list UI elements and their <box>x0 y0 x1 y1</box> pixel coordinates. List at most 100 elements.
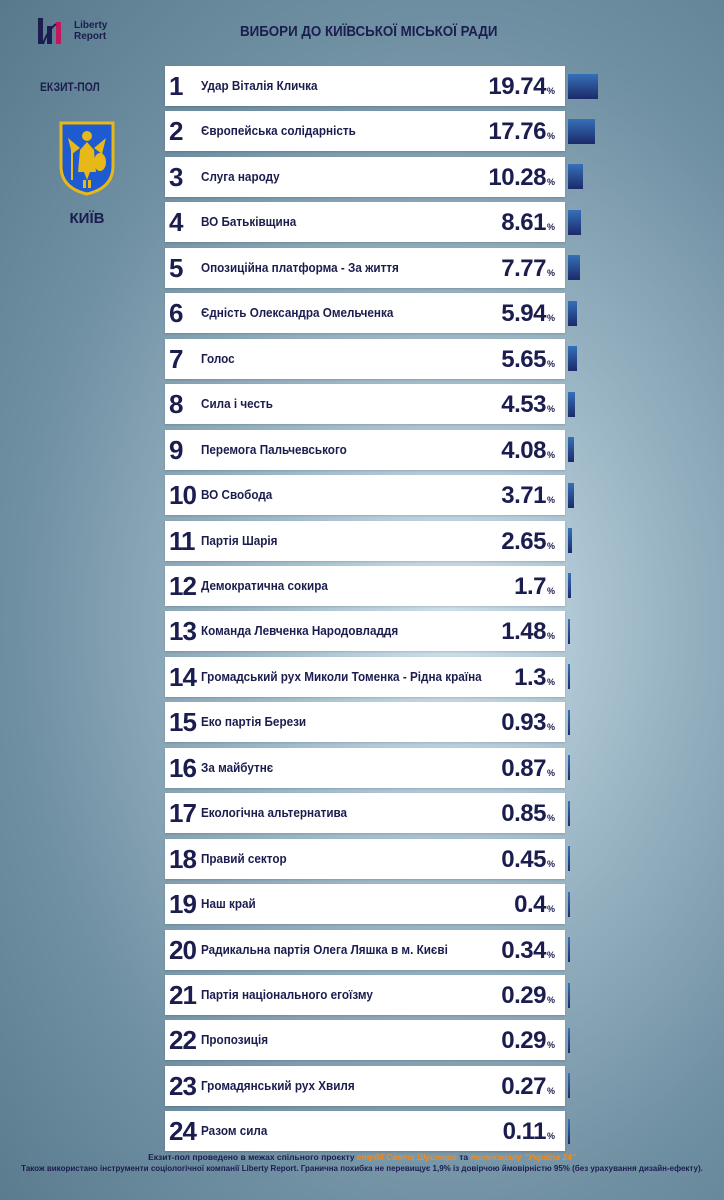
value-label: 2.65 <box>501 527 546 555</box>
rank-label: 23 <box>169 1070 197 1101</box>
rank-label: 8 <box>169 389 183 420</box>
value-bar <box>568 1118 570 1144</box>
value-label-group: 0.29% <box>501 975 555 1015</box>
result-row: 23 Громадянський рух Хвиля 0.27% <box>165 1065 565 1106</box>
result-row: 17 Екологічна альтернатива 0.85% <box>165 793 565 834</box>
result-row: 5 Опозиційна платформа - За життя 7.77% <box>165 247 565 288</box>
value-bar <box>568 937 570 963</box>
value-bar <box>568 982 570 1008</box>
rank-label: 4 <box>169 207 183 238</box>
value-label: 5.65 <box>501 345 546 373</box>
footer-line-2: Також використано інструменти соціологіч… <box>21 1164 703 1173</box>
value-bar <box>568 618 571 644</box>
value-label: 1.48 <box>501 618 546 646</box>
rank-label: 22 <box>169 1025 197 1056</box>
result-row: 12 Демократична сокира 1.7% <box>165 565 565 606</box>
value-label: 1.7 <box>514 572 546 600</box>
rank-label: 12 <box>169 570 197 601</box>
value-label: 0.29 <box>501 1027 546 1055</box>
result-row: 11 Партія Шарія 2.65% <box>165 520 565 561</box>
party-name: Демократична сокира <box>201 577 328 593</box>
percent-sign: % <box>546 404 555 415</box>
party-name: Перемога Пальчевського <box>201 441 347 457</box>
percent-sign: % <box>546 1040 555 1051</box>
rank-label: 17 <box>169 798 197 829</box>
value-label: 19.74 <box>488 73 546 100</box>
percent-sign: % <box>546 222 555 233</box>
party-name: Європейська солідарність <box>201 123 356 139</box>
value-label: 1.3 <box>514 663 546 691</box>
value-label-group: 0.4% <box>514 884 555 924</box>
result-row: 6 Єдність Олександра Омельченка 5.94% <box>165 293 565 334</box>
result-row: 7 Голос 5.65% <box>165 338 565 379</box>
value-bar <box>568 664 570 690</box>
value-label-group: 1.48% <box>501 611 555 651</box>
rank-label: 11 <box>169 525 196 556</box>
value-label-group: 10.28% <box>488 157 555 197</box>
percent-sign: % <box>546 358 555 369</box>
percent-sign: % <box>546 540 555 551</box>
value-label: 0.29 <box>501 982 546 1009</box>
value-label: 10.28 <box>488 163 546 191</box>
rank-label: 21 <box>169 980 197 1010</box>
party-name: Правий сектор <box>201 850 287 866</box>
party-name: Наш край <box>201 896 256 912</box>
value-label: 0.4 <box>514 891 546 919</box>
percent-sign: % <box>546 585 555 596</box>
party-name: Громадський рух Миколи Томенка - Рідна к… <box>201 668 482 684</box>
rank-label: 15 <box>169 707 197 738</box>
value-label: 17.76 <box>488 118 546 146</box>
value-label-group: 2.65% <box>501 521 555 561</box>
value-bar <box>568 300 577 326</box>
rank-label: 10 <box>169 480 197 511</box>
footer-text-a: Екзит-пол проведено в межах спільного пр… <box>148 1152 355 1162</box>
value-bar <box>568 209 581 235</box>
party-name: За майбутнє <box>201 759 274 775</box>
result-row: 9 Перемога Пальчевського 4.08% <box>165 429 565 470</box>
value-bar <box>568 800 570 826</box>
rank-label: 16 <box>169 752 197 783</box>
value-label-group: 17.76% <box>488 111 555 151</box>
percent-sign: % <box>546 267 555 278</box>
result-row: 24 Разом сила 0.11% <box>165 1111 565 1152</box>
value-label: 0.34 <box>501 936 546 964</box>
percent-sign: % <box>546 904 555 915</box>
percent-sign: % <box>546 858 555 869</box>
percent-sign: % <box>546 676 555 687</box>
result-row: 3 Слуга народу 10.28% <box>165 156 565 197</box>
city-name: КИЇВ <box>69 210 105 227</box>
value-bar <box>568 709 570 735</box>
value-label: 0.27 <box>501 1072 546 1100</box>
result-row: 22 Пропозиція 0.29% <box>165 1020 565 1061</box>
percent-sign: % <box>546 995 555 1005</box>
value-label-group: 4.08% <box>501 430 555 470</box>
rank-label: 5 <box>169 252 183 283</box>
result-row: 4 ВО Батьківщина 8.61% <box>165 202 565 243</box>
result-row: 14 Громадський рух Миколи Томенка - Рідна… <box>165 656 565 697</box>
percent-sign: % <box>546 631 555 642</box>
percent-sign: % <box>546 131 555 142</box>
rank-label: 3 <box>169 161 183 192</box>
party-name: Удар Віталія Кличка <box>201 78 318 93</box>
percent-sign: % <box>546 722 555 733</box>
value-label-group: 1.3% <box>514 657 555 697</box>
party-name: Пропозиція <box>201 1032 269 1048</box>
footer-highlight-studio: студії Свята Шустера <box>357 1152 457 1162</box>
percent-sign: % <box>546 813 555 824</box>
percent-sign: % <box>546 495 555 506</box>
party-name: Еко партія Берези <box>201 714 307 730</box>
value-label: 5.94 <box>501 300 546 328</box>
value-bar <box>568 391 575 417</box>
result-row: 1 Удар Віталія Кличка 19.74% <box>165 66 565 106</box>
value-label-group: 0.45% <box>501 839 555 879</box>
result-row: 19 Наш край 0.4% <box>165 884 565 925</box>
value-label: 0.93 <box>501 709 546 737</box>
value-label-group: 0.87% <box>501 748 555 788</box>
value-label-group: 8.61% <box>501 202 555 242</box>
rank-label: 1 <box>169 71 183 101</box>
rank-label: 14 <box>169 661 197 692</box>
percent-sign: % <box>546 1085 555 1096</box>
rank-label: 20 <box>169 934 197 965</box>
rank-label: 24 <box>169 1116 197 1147</box>
percent-sign: % <box>546 176 555 187</box>
